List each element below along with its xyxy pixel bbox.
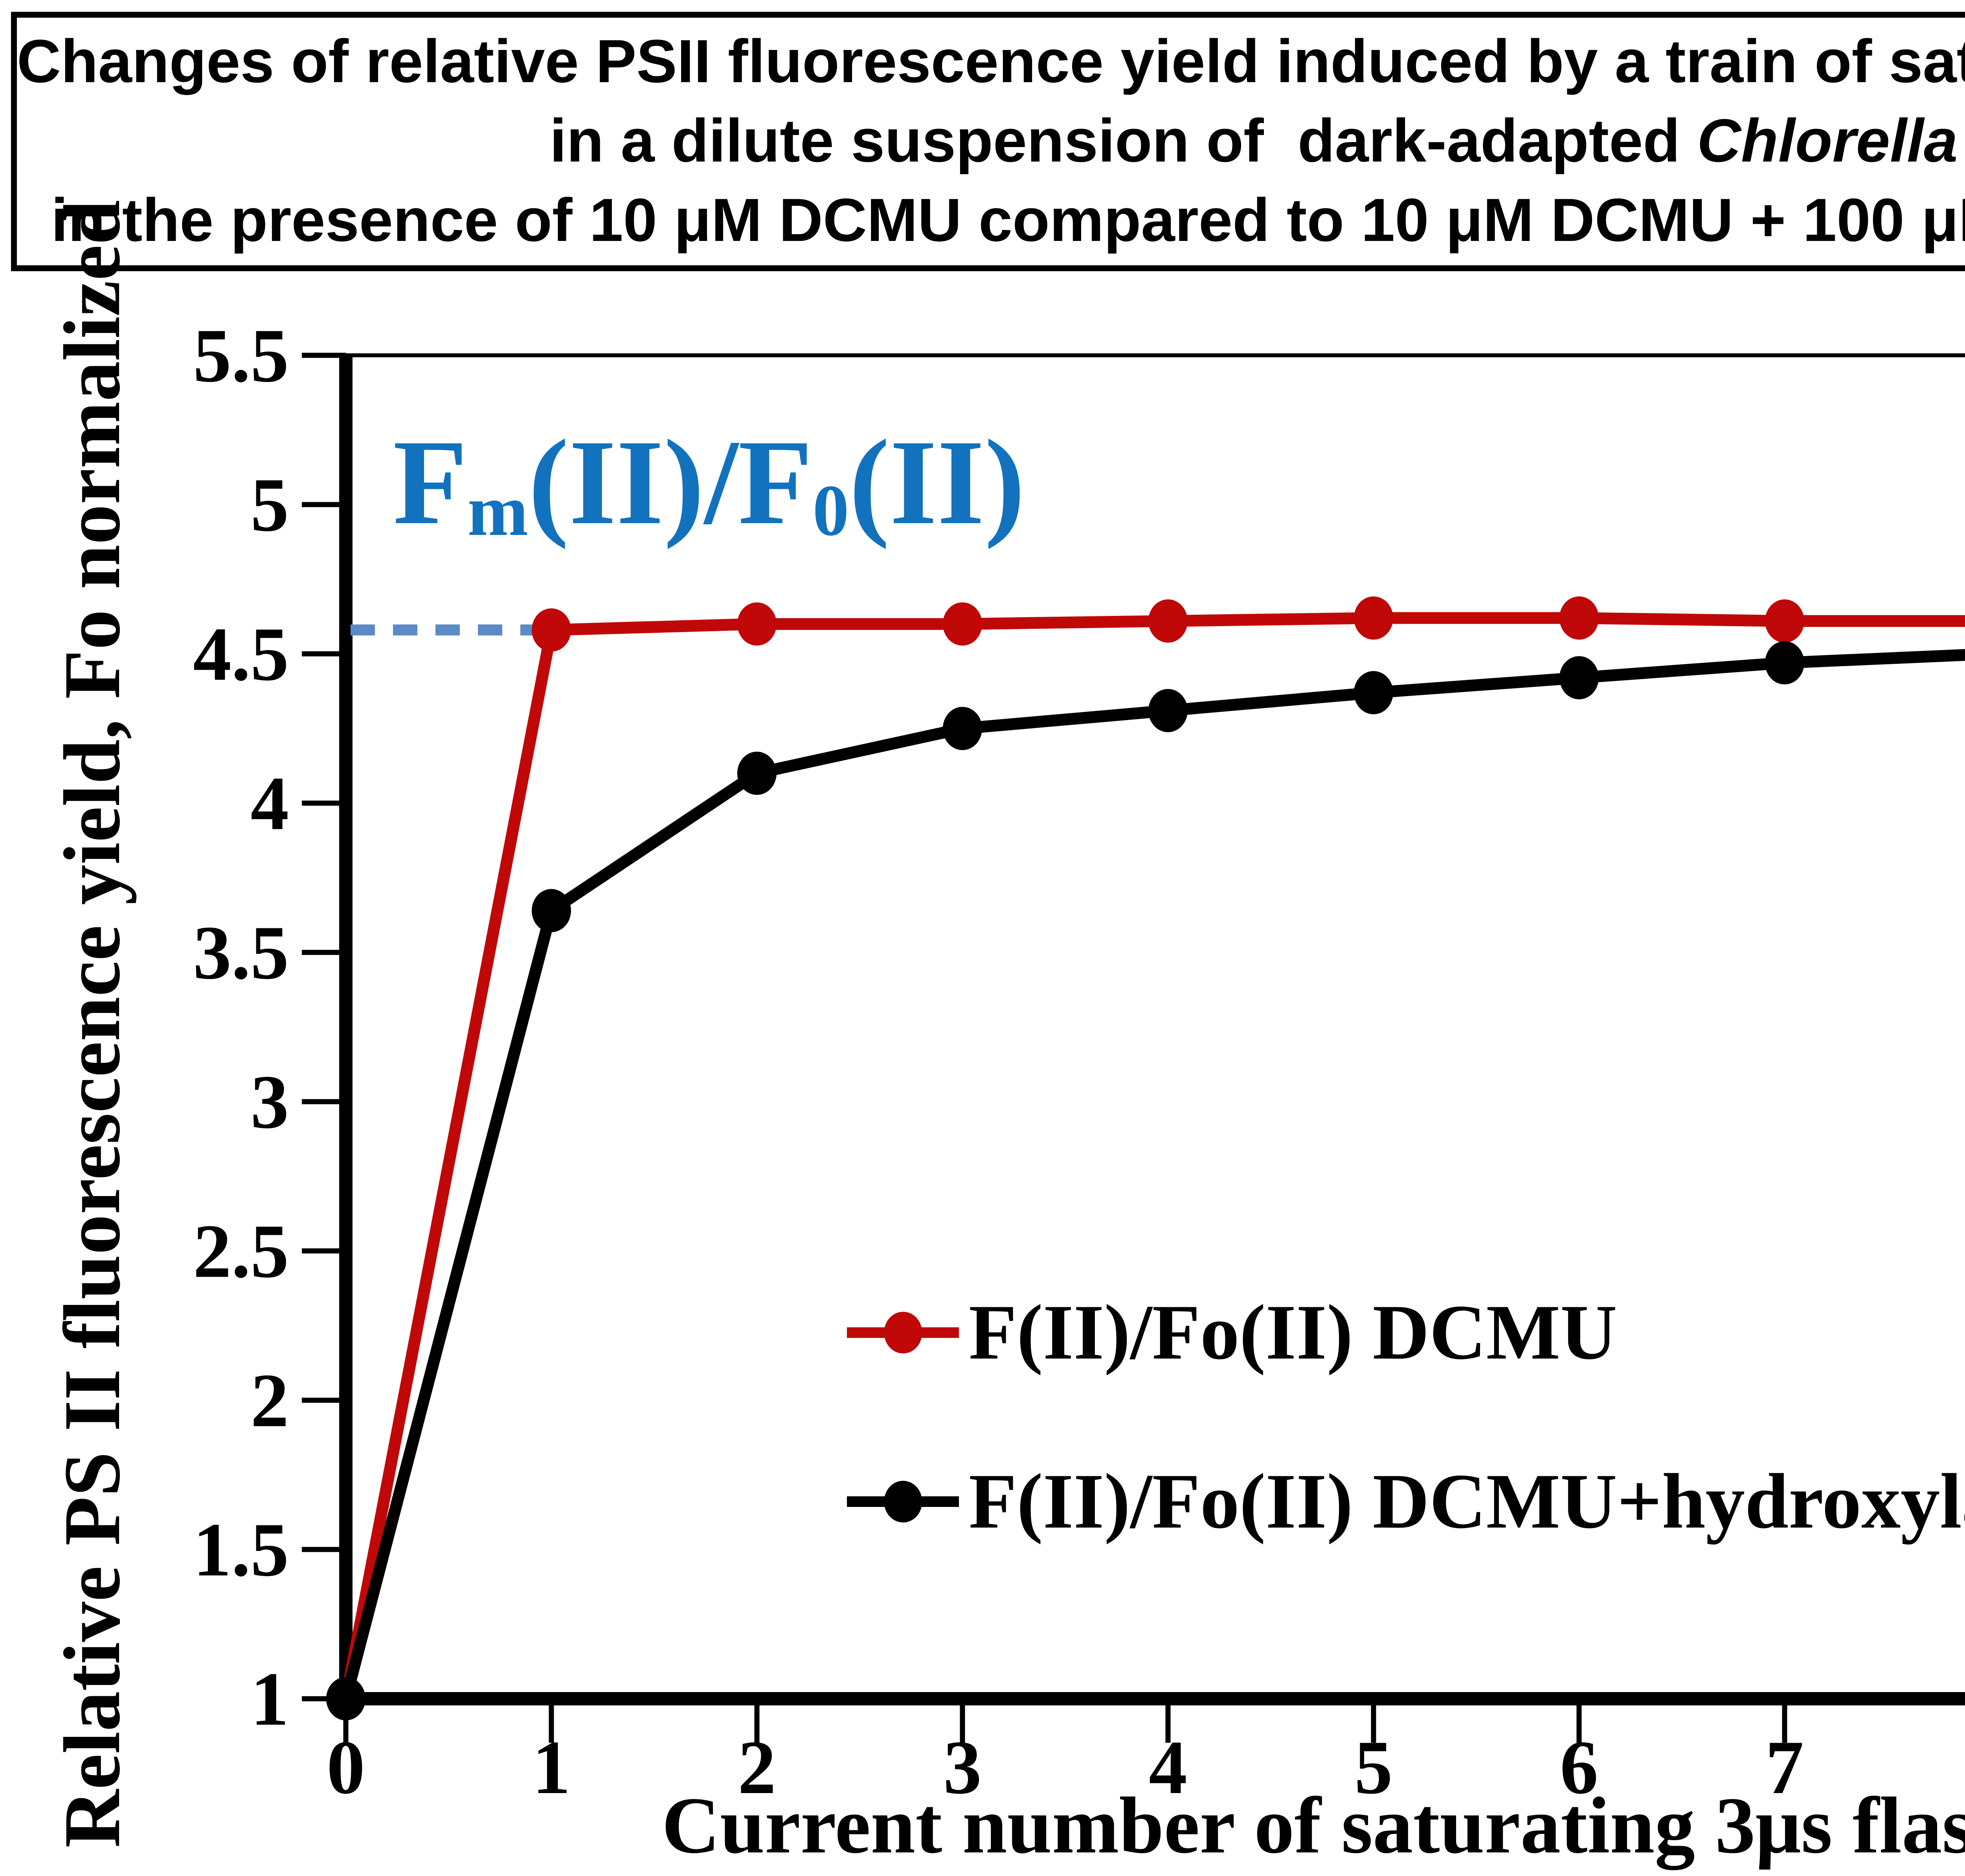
x-tick-label-1: 1 — [532, 1725, 571, 1810]
series-0-point-1 — [532, 608, 571, 652]
legend-marker-red — [847, 1311, 959, 1354]
chart-title: Changes of relative PSII fluorescence yi… — [11, 12, 1965, 271]
legend-dot-black-icon — [884, 1481, 922, 1522]
series-1-point-1 — [532, 889, 571, 932]
series-0-point-6 — [1559, 596, 1599, 640]
y-tick-label-2.5: 2.5 — [193, 1209, 289, 1294]
y-tick-label-1.5: 1.5 — [193, 1507, 289, 1592]
chart-title-line-2: in a dilute suspension of dark-adapted C… — [17, 101, 1965, 180]
legend-dot-red-icon — [884, 1312, 922, 1353]
series-0-point-7 — [1765, 599, 1804, 643]
x-axis-title: Current number of saturating 3μs flashes — [661, 1781, 1965, 1870]
x-tick-label-4: 4 — [1149, 1725, 1187, 1810]
legend-label-dcmu: F(II)/Fo(II) DCMU — [969, 1289, 1617, 1376]
series-1-point-0 — [326, 1677, 365, 1720]
legend-label-dcmu-hydroxylamine: F(II)/Fo(II) DCMU+hydroxylamine — [969, 1458, 1965, 1545]
y-tick-label-3: 3 — [251, 1060, 289, 1145]
series-1-point-6 — [1559, 656, 1599, 700]
y-tick-label-2: 2 — [251, 1358, 289, 1443]
chart-title-line-2-text: in a dilute suspension of dark-adapted — [549, 107, 1697, 175]
annotation-end: (II) — [849, 415, 1025, 550]
chart-title-species-italic: Chlorella — [1697, 107, 1958, 175]
series-1-point-5 — [1354, 671, 1393, 715]
series-0-point-5 — [1354, 596, 1393, 640]
x-tick-label-7: 7 — [1765, 1725, 1804, 1810]
y-tick-label-4.5: 4.5 — [193, 612, 289, 697]
series-0-point-2 — [737, 602, 777, 646]
series-1-point-7 — [1765, 641, 1804, 685]
x-tick-label-6: 6 — [1560, 1725, 1598, 1810]
chart-title-line-3: in the presence of 10 μM DCMU compared t… — [17, 180, 1965, 260]
y-axis-title: Relative PS II fluorescence yield, Fo no… — [48, 200, 137, 1848]
series-0-point-3 — [943, 602, 982, 646]
y-tick-label-5: 5 — [251, 463, 289, 548]
x-tick-label-2: 2 — [738, 1725, 776, 1810]
series-0-point-4 — [1148, 599, 1188, 643]
x-tick-label-5: 5 — [1354, 1725, 1393, 1810]
legend-item-dcmu: F(II)/Fo(II) DCMU — [847, 1288, 1617, 1378]
legend-item-dcmu-hydroxylamine: F(II)/Fo(II) DCMU+hydroxylamine — [847, 1457, 1965, 1547]
x-tick-label-3: 3 — [943, 1725, 982, 1810]
y-tick-label-3.5: 3.5 — [193, 910, 289, 995]
fm-f0-annotation: Fm(II)/F0(II) — [393, 413, 1025, 553]
legend-marker-black — [847, 1480, 959, 1523]
annotation-sub-0: 0 — [812, 470, 849, 551]
series-1-point-2 — [737, 752, 777, 795]
chart-title-line-1: Changes of relative PSII fluorescence yi… — [17, 22, 1965, 101]
series-1-point-3 — [943, 707, 982, 750]
chart-title-line-3-text: in the presence of 10 μM DCMU compared t… — [51, 186, 1965, 254]
annotation-f: F — [393, 415, 468, 550]
y-tick-label-1: 1 — [251, 1657, 289, 1742]
chart-title-line-1-text: Changes of relative PSII fluorescence yi… — [17, 27, 1965, 95]
y-tick-label-5.5: 5.5 — [193, 313, 289, 398]
annotation-mid: (II)/F — [528, 415, 813, 550]
x-tick-label-0: 0 — [327, 1725, 365, 1810]
y-tick-label-4: 4 — [251, 761, 289, 846]
series-1-point-4 — [1148, 689, 1188, 732]
annotation-sub-m: m — [467, 470, 529, 551]
